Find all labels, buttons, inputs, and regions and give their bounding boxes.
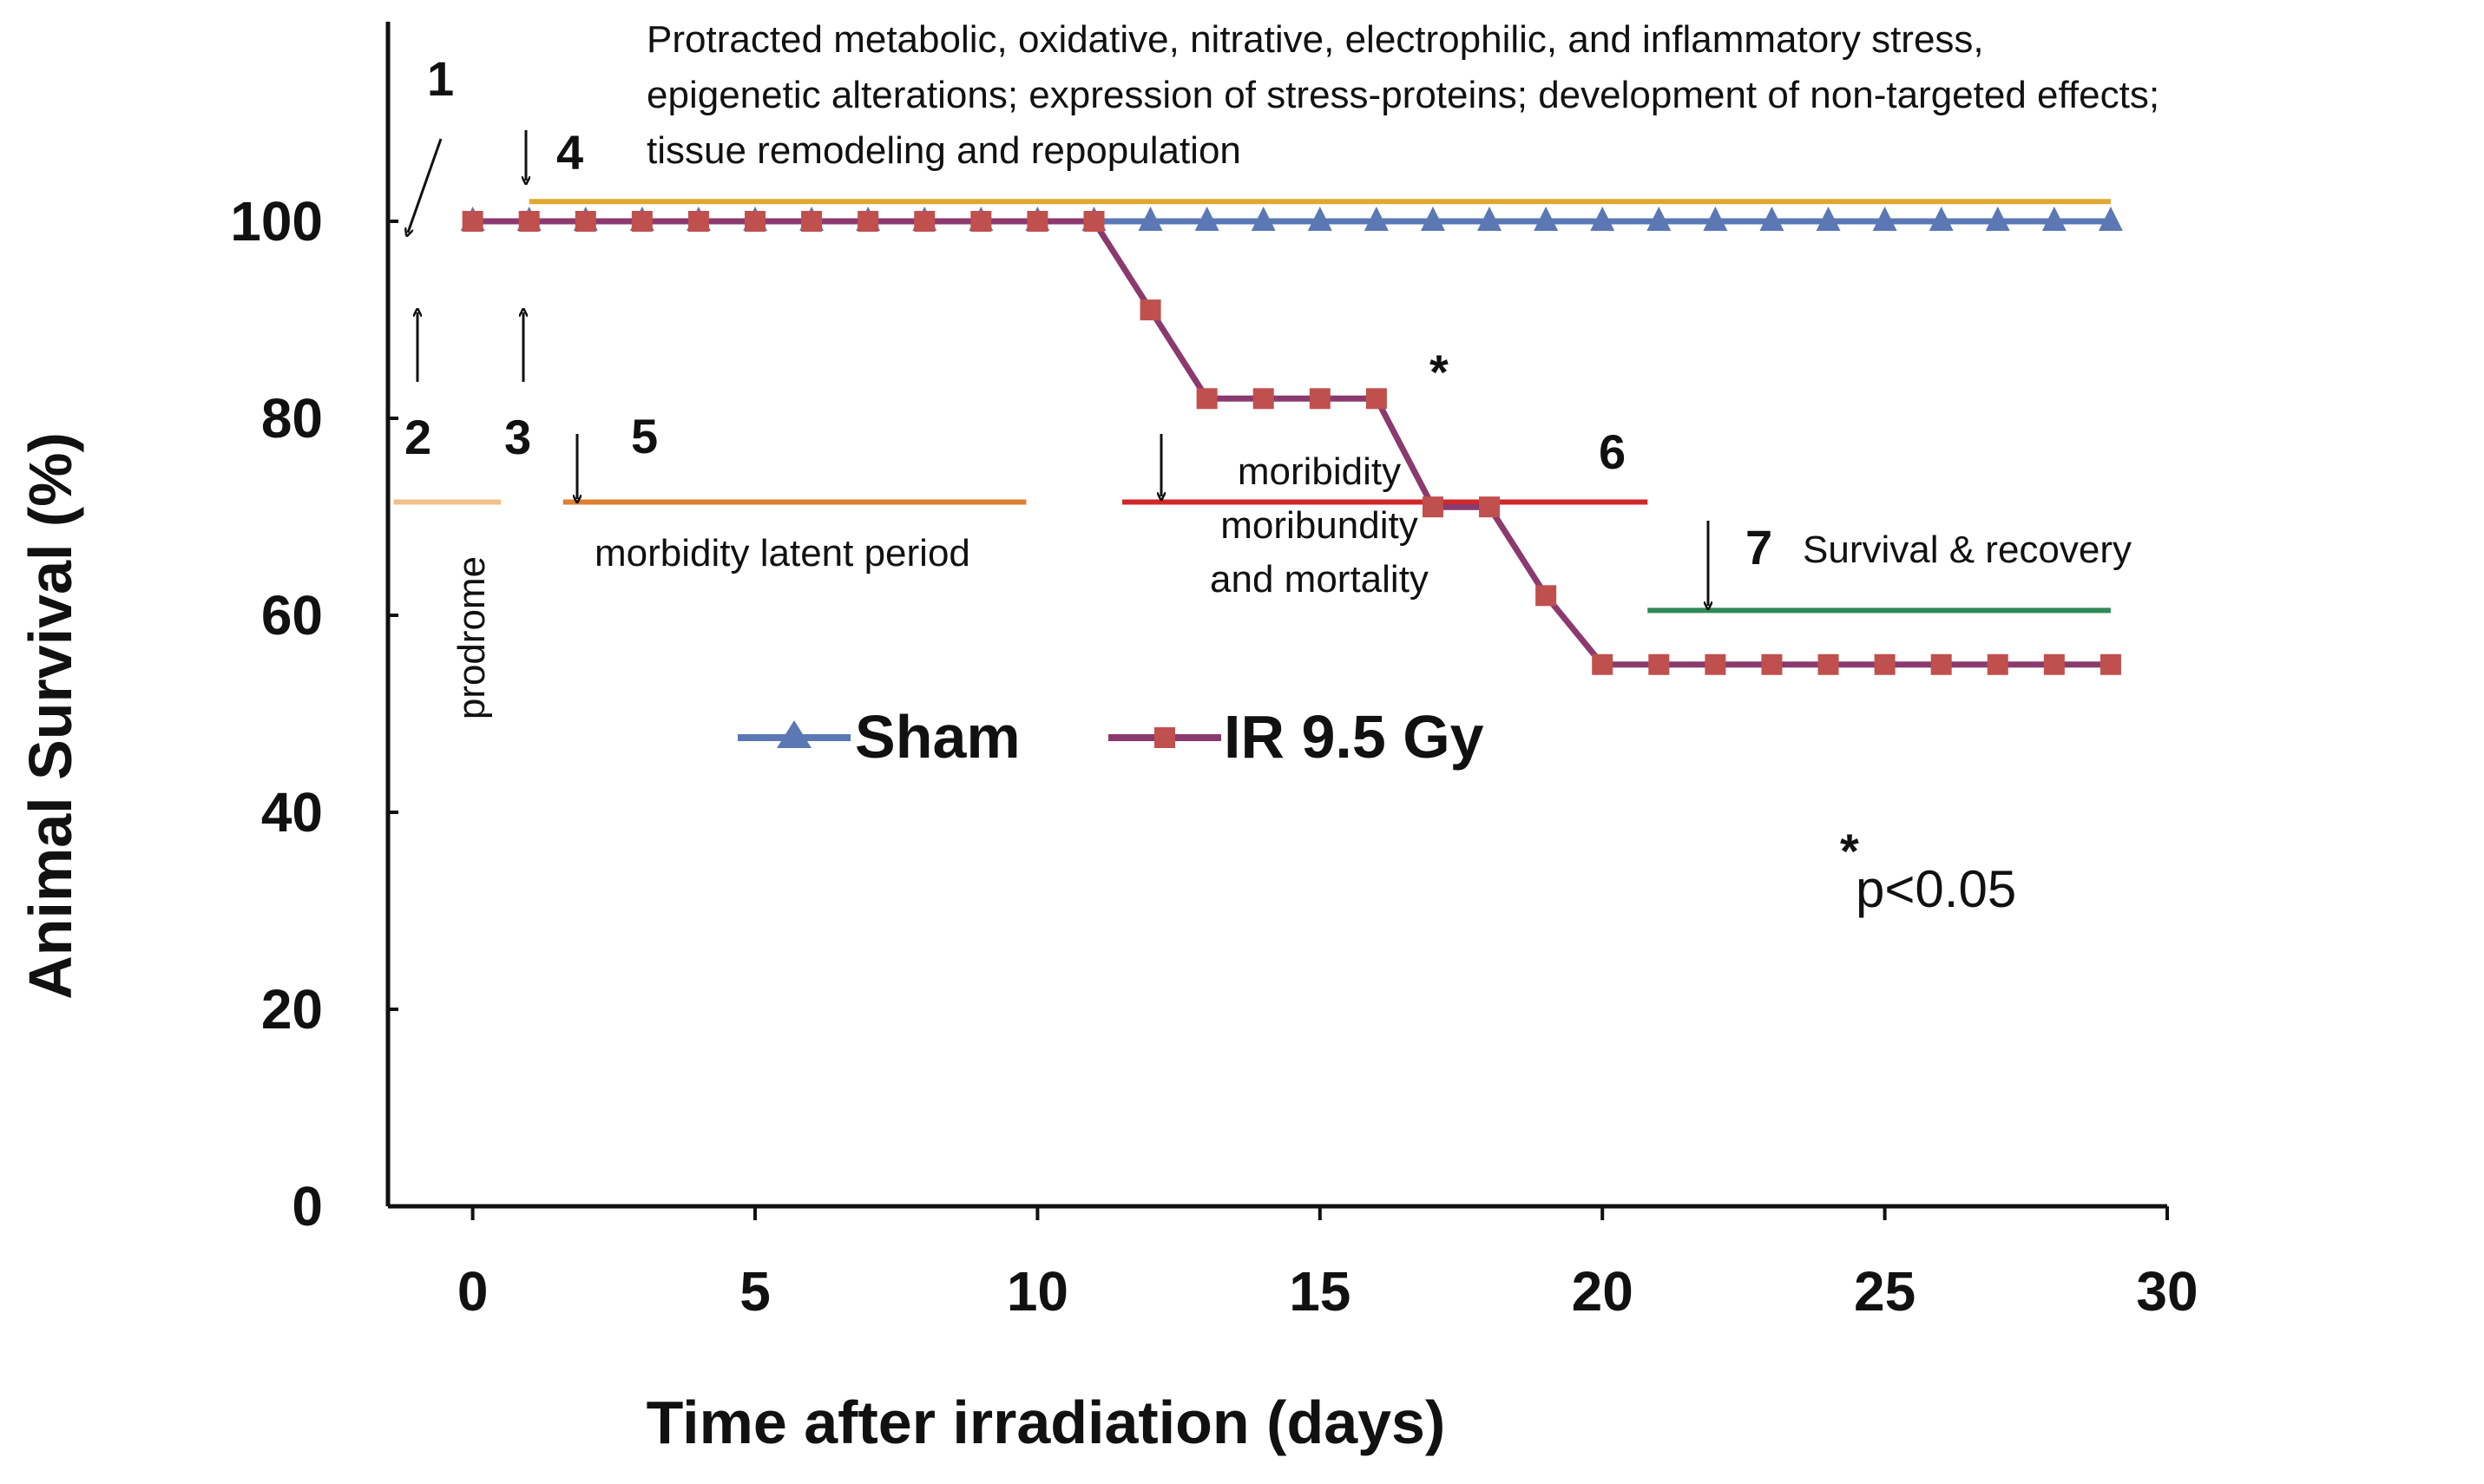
ir-point bbox=[2043, 653, 2065, 675]
ir-point bbox=[1140, 299, 1161, 321]
sham-point bbox=[1646, 207, 1672, 231]
ir-point bbox=[914, 211, 936, 232]
series-layer bbox=[460, 207, 2123, 675]
ir-point bbox=[1874, 653, 1896, 675]
legend-ir-marker bbox=[1154, 727, 1175, 748]
sham-point bbox=[1138, 207, 1163, 231]
sham-point bbox=[1307, 207, 1332, 231]
ir-point bbox=[1592, 653, 1613, 675]
latent-period-label: morbidity latent period bbox=[595, 532, 970, 575]
label-6: 6 bbox=[1599, 424, 1626, 479]
x-tick-label: 10 bbox=[1007, 1260, 1068, 1323]
legend-ir-label: IR 9.5 Gy bbox=[1224, 703, 1484, 771]
ir-point bbox=[1817, 653, 1839, 675]
ir-point bbox=[1479, 496, 1501, 518]
stress-annotation-line-3: tissue remodeling and repopulation bbox=[647, 129, 1241, 172]
ir-point bbox=[687, 211, 709, 232]
y-ticks: 0 20 40 60 80 100 bbox=[230, 190, 398, 1238]
x-tick-label: 0 bbox=[457, 1260, 489, 1323]
ir-point bbox=[1196, 388, 1218, 410]
y-tick-label: 20 bbox=[261, 978, 323, 1041]
x-tick-label: 5 bbox=[739, 1260, 771, 1323]
sham-point bbox=[2041, 207, 2067, 231]
stress-annotation-line-2: epigenetic alterations; expression of st… bbox=[647, 74, 2159, 116]
sham-point bbox=[1590, 207, 1615, 231]
x-ticks: 0 5 10 15 20 25 30 bbox=[457, 1206, 2198, 1323]
y-tick-label: 40 bbox=[261, 781, 323, 844]
ir-point bbox=[1309, 388, 1331, 410]
ir-point bbox=[2100, 653, 2121, 675]
morbidity-label-1: moribidity bbox=[1238, 450, 1401, 493]
y-tick-label: 0 bbox=[292, 1175, 323, 1238]
sham-point bbox=[1929, 207, 1954, 231]
ir-point bbox=[1987, 653, 2008, 675]
ir-point bbox=[462, 211, 483, 232]
x-tick-label: 30 bbox=[2136, 1260, 2198, 1323]
arrow-1 bbox=[408, 138, 443, 233]
ir-point bbox=[1027, 211, 1048, 232]
ir-point bbox=[858, 211, 879, 232]
ir-point bbox=[1648, 653, 1670, 675]
x-tick-label: 20 bbox=[1572, 1260, 1633, 1323]
sham-point bbox=[1194, 207, 1219, 231]
sham-point bbox=[1985, 207, 2010, 231]
y-axis-title: Animal Survival (%) bbox=[16, 432, 84, 1000]
sham-point bbox=[1816, 207, 1841, 231]
sham-point bbox=[1364, 207, 1389, 231]
pvalue-star: * bbox=[1840, 824, 1859, 878]
morbidity-label-2: moribundity bbox=[1220, 504, 1417, 547]
y-tick-label: 60 bbox=[261, 584, 323, 647]
annotation-arrows bbox=[408, 130, 1708, 606]
sham-point bbox=[2098, 207, 2123, 231]
ir-point bbox=[1365, 388, 1387, 410]
sham-point bbox=[1534, 207, 1559, 231]
ir-point bbox=[1083, 211, 1105, 232]
ir-point bbox=[970, 211, 992, 232]
sham-point bbox=[1477, 207, 1502, 231]
legend-sham-label: Sham bbox=[855, 703, 1021, 771]
ir-point bbox=[1422, 496, 1443, 518]
ir-point bbox=[575, 211, 596, 232]
legend: Sham IR 9.5 Gy bbox=[738, 703, 1484, 771]
stress-annotation-line-1: Protracted metabolic, oxidative, nitrati… bbox=[647, 18, 1984, 61]
sham-point bbox=[1759, 207, 1784, 231]
legend-sham-marker bbox=[777, 720, 812, 748]
ir-point bbox=[1761, 653, 1783, 675]
survival-recovery-label: Survival & recovery bbox=[1803, 529, 2132, 571]
y-tick-label: 80 bbox=[261, 387, 323, 450]
sham-point bbox=[1703, 207, 1728, 231]
label-7: 7 bbox=[1745, 520, 1772, 575]
label-5: 5 bbox=[631, 409, 658, 463]
prodrome-label: prodrome bbox=[450, 556, 493, 719]
y-tick-label: 100 bbox=[230, 190, 323, 253]
ir-point bbox=[1930, 653, 1952, 675]
x-tick-label: 25 bbox=[1854, 1260, 1916, 1323]
x-tick-label: 15 bbox=[1289, 1260, 1350, 1323]
significance-star: * bbox=[1429, 345, 1449, 399]
label-4: 4 bbox=[556, 125, 583, 180]
morbidity-label-3: and mortality bbox=[1210, 558, 1429, 601]
label-2: 2 bbox=[404, 410, 431, 464]
ir-point bbox=[518, 211, 540, 232]
x-axis-title: Time after irradiation (days) bbox=[647, 1389, 1446, 1456]
label-1: 1 bbox=[427, 51, 454, 106]
ir-point bbox=[631, 211, 653, 232]
phase-lines bbox=[393, 199, 2111, 614]
pvalue-label: p<0.05 bbox=[1856, 860, 2016, 918]
ir-point bbox=[1252, 388, 1274, 410]
sham-point bbox=[1872, 207, 1897, 231]
ir-point bbox=[745, 211, 766, 232]
label-3: 3 bbox=[504, 410, 531, 464]
ir-point bbox=[801, 211, 823, 232]
ir-point bbox=[1535, 585, 1557, 607]
sham-point bbox=[1251, 207, 1276, 231]
sham-point bbox=[1420, 207, 1445, 231]
ir-point bbox=[1705, 653, 1726, 675]
